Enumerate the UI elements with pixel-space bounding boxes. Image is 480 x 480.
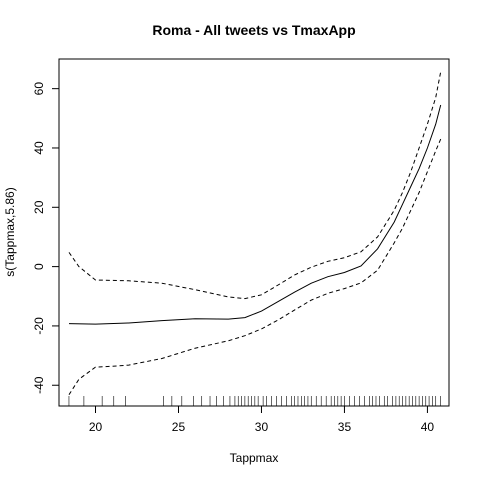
x-tick-label: 20	[89, 420, 103, 434]
series-estimate-line	[68, 104, 442, 325]
series-upper-band-line	[68, 71, 442, 300]
x-tick-label: 30	[255, 420, 269, 434]
y-tick-label: 40	[32, 141, 46, 155]
y-axis: -40 -20 0 20 40 60	[32, 82, 60, 394]
y-tick-label: 60	[32, 82, 46, 96]
chart-title: Roma - All tweets vs TmaxApp	[152, 22, 355, 38]
x-axis: 20 25 30 35 40	[89, 405, 435, 434]
x-tick-label: 40	[421, 420, 435, 434]
plot-frame	[58, 58, 450, 407]
y-tick-label: -40	[32, 376, 46, 394]
y-tick-label: -20	[32, 317, 46, 335]
x-axis-label: Tappmax	[230, 451, 279, 465]
y-tick-label: 20	[32, 200, 46, 214]
y-tick-label: 0	[32, 263, 46, 270]
y-axis-label: s(Tappmax,5.86)	[3, 187, 17, 276]
x-tick-label: 35	[338, 420, 352, 434]
series-layer	[68, 71, 442, 395]
series-lower-band-line	[68, 138, 442, 395]
rug-layer	[68, 396, 442, 406]
x-tick-label: 25	[172, 420, 186, 434]
